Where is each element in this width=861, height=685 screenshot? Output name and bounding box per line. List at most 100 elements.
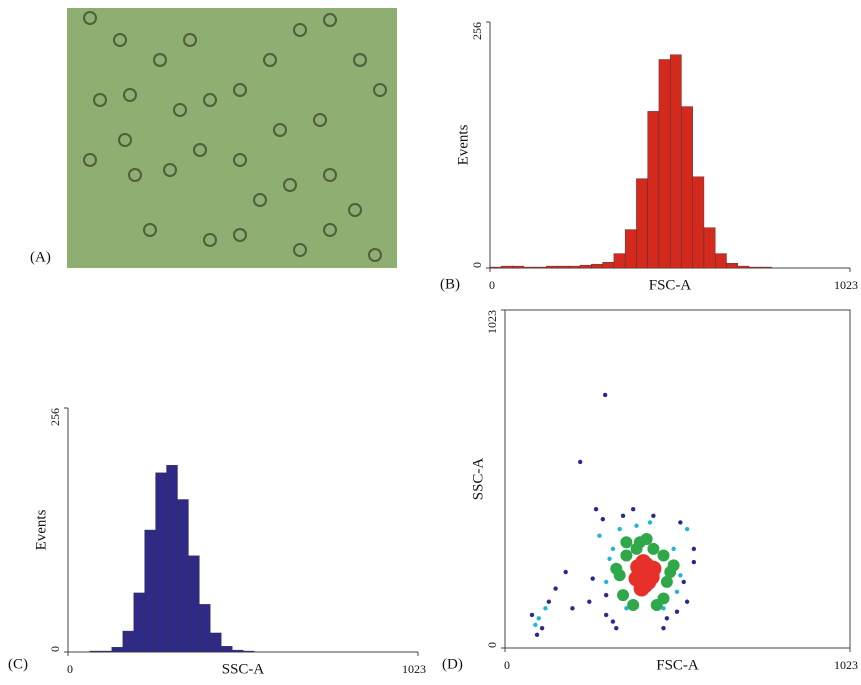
histogram-bar [546, 265, 558, 269]
scatter-point [587, 599, 592, 604]
scatter-point [603, 592, 609, 598]
scatter-point [674, 589, 680, 595]
scatter-point [602, 392, 608, 398]
scatter-point [600, 516, 606, 522]
scatter-point [671, 546, 676, 552]
scatter-point [617, 589, 630, 602]
scatter-point [610, 619, 616, 624]
histogram-bar [613, 253, 626, 269]
panel-label: (D) [442, 656, 463, 672]
histogram-bar [726, 262, 738, 269]
scatter-point [539, 625, 545, 631]
histogram-bar [534, 266, 547, 269]
histogram-bar [221, 646, 233, 653]
y-axis-title: SSC-A [470, 458, 486, 501]
histogram-bar [188, 555, 200, 653]
y-tick-label: 256 [48, 408, 62, 426]
y-axis-title: Events [455, 124, 471, 165]
histogram-bar [501, 265, 513, 269]
histogram-bar [681, 106, 693, 269]
histogram-bar [669, 54, 682, 269]
scatter-point [691, 546, 697, 552]
histogram-bar [199, 604, 211, 653]
histogram-bar [232, 649, 244, 653]
histogram-bar [111, 647, 123, 653]
y-axis-title: Events [33, 509, 49, 550]
scatter-point [636, 565, 653, 582]
y-tick-label: 1023 [485, 310, 499, 334]
panel-label: (A) [30, 249, 51, 265]
scatter-point [570, 606, 575, 611]
histogram-bar [760, 266, 772, 269]
y-tick-label: 0 [470, 262, 484, 268]
scatter-point [634, 523, 639, 528]
scatter-point [627, 599, 640, 612]
scatter-point [603, 612, 609, 618]
scatter-point [651, 513, 656, 519]
scatter-point [614, 625, 619, 631]
histogram-bar [489, 266, 502, 269]
histogram-bar [636, 178, 648, 269]
histogram-bar [122, 630, 134, 653]
scatter-point [661, 625, 666, 631]
scatter-point [563, 569, 568, 575]
scatter-point [620, 549, 633, 562]
histogram-bar [591, 263, 603, 269]
micrograph-background [67, 8, 397, 268]
scatter-point [664, 616, 670, 621]
scatter-point [678, 520, 683, 525]
histogram-bar [557, 265, 570, 269]
histogram-bar [748, 266, 761, 269]
cells [83, 11, 387, 262]
histogram-bar [89, 650, 102, 653]
scatter-point [620, 536, 633, 549]
scatter-point [597, 533, 602, 538]
y-tick-label: 0 [48, 646, 62, 652]
scatter-point [630, 542, 643, 555]
histogram-bar [177, 499, 189, 653]
scatter-point [657, 549, 670, 562]
histogram-bar [210, 632, 222, 653]
scatter-point [633, 580, 650, 597]
scatter-point [681, 579, 686, 585]
histogram-bar [155, 472, 167, 653]
histogram-bar [100, 650, 112, 653]
scatter-point [536, 616, 541, 621]
x-axis-title: FSC-A [656, 657, 699, 673]
scatter-point [534, 632, 540, 637]
histogram-bar [715, 253, 727, 269]
scatter-point [533, 622, 538, 628]
scatter-point [546, 599, 552, 604]
micrograph [67, 8, 397, 268]
scatter-point [617, 526, 622, 532]
scatter-point [678, 573, 683, 578]
histogram-bar [602, 262, 615, 269]
scatter-point [624, 606, 629, 611]
y-tick-label: 256 [470, 22, 484, 40]
x-tick-label: 1023 [402, 662, 426, 676]
scatter-point [691, 559, 697, 565]
y-tick-label: 0 [485, 642, 499, 648]
scatter-point [630, 507, 636, 512]
scatter-point [661, 606, 666, 611]
scatter-point [590, 576, 595, 581]
histogram-bar [579, 264, 592, 269]
scatter-point [684, 599, 690, 604]
scatter-point [529, 612, 535, 618]
scatter-point [610, 546, 616, 552]
scatter-point [578, 459, 583, 465]
histogram-bar [144, 529, 156, 653]
scatter-point [553, 586, 558, 591]
scatter-point [610, 562, 623, 575]
x-tick-label: 0 [489, 278, 495, 292]
panel-label: (B) [440, 276, 460, 292]
panel-label: (C) [8, 656, 28, 672]
scatter-point [607, 556, 612, 561]
scatter-point [543, 606, 548, 611]
histogram-bar [133, 592, 145, 653]
histogram-bar [166, 464, 178, 653]
x-axis-title: SSC-A [222, 661, 265, 677]
scatter-point [684, 526, 690, 532]
